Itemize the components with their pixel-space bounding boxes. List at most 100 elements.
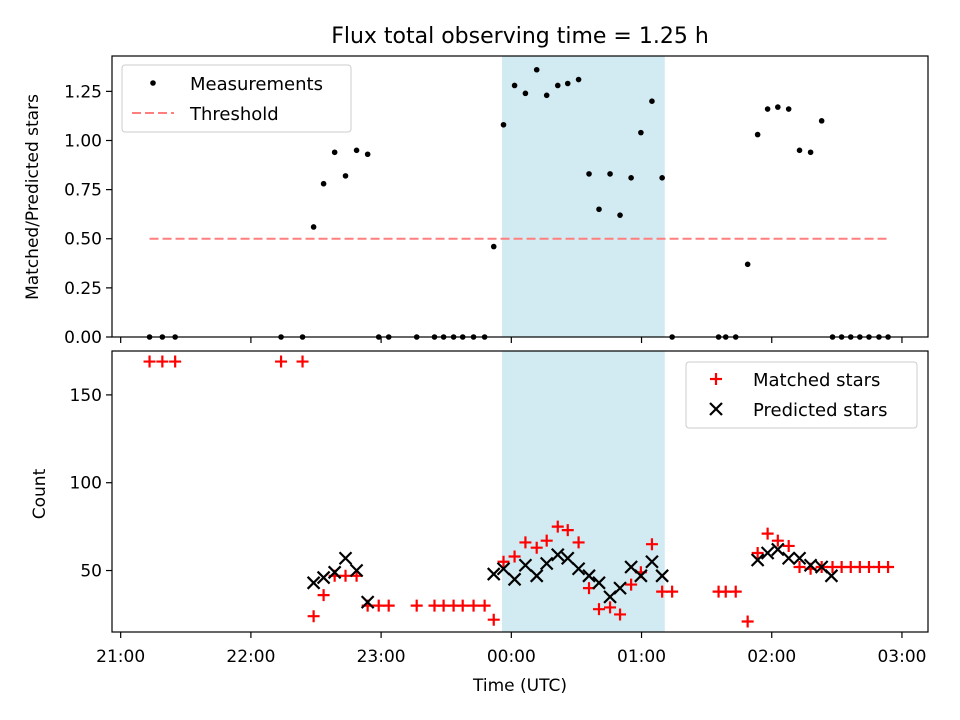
measurement-point <box>575 76 582 83</box>
x-tick-label: 22:00 <box>226 647 275 667</box>
matched-stars-point <box>625 578 638 591</box>
legend-matched-marker <box>710 373 722 385</box>
x-tick-label: 21:00 <box>96 647 145 667</box>
measurement-point <box>342 173 349 179</box>
matched-stars-point <box>143 355 156 368</box>
bottom-panel: 50 100 150 21:00 22:00 23:00 00:00 01:00 02:00 0… <box>30 350 929 667</box>
x-tick-label: 23:00 <box>357 647 406 667</box>
matched-stars-point <box>519 536 532 549</box>
top-shaded-interval <box>501 56 665 337</box>
matched-stars-point <box>497 555 510 568</box>
predicted-stars-point <box>750 553 765 567</box>
top-y-tick-label: 0.00 <box>64 328 102 348</box>
bottom-y-axis-label: Count <box>30 468 50 519</box>
matched-stars-point <box>467 599 480 612</box>
predicted-stars-point <box>571 561 586 576</box>
matched-stars-point <box>741 615 754 628</box>
predicted-stars-point <box>316 570 331 585</box>
measurement-point <box>775 104 781 110</box>
bot-shaded-region <box>501 351 665 632</box>
predicted-stars-point <box>781 551 796 566</box>
predicted-stars-point <box>360 595 375 609</box>
legend-matched-label: Matched stars <box>753 370 880 391</box>
measurement-point <box>543 92 550 99</box>
top-shaded-region <box>501 56 665 337</box>
bottom-y-axis: 50 100 150 <box>70 386 112 582</box>
predicted-stars-point <box>496 561 511 576</box>
predicted-stars-point <box>486 567 501 581</box>
measurement-point <box>586 171 592 177</box>
predicted-stars-point <box>582 569 596 583</box>
top-y-axis-label: Matched/Predicted stars <box>23 94 43 300</box>
predicted-stars-point <box>803 558 818 573</box>
measurement-point <box>796 147 803 154</box>
measurement-point <box>533 66 540 73</box>
legend-predicted-label: Predicted stars <box>753 400 887 421</box>
matched-stars-point <box>604 601 617 614</box>
matched-stars-point <box>307 610 320 623</box>
top-y-axis: 0.00 0.25 0.50 0.75 1.00 1.25 <box>64 82 112 348</box>
measurement-point <box>364 151 371 158</box>
predicted-stars-point <box>518 558 533 573</box>
matched-stars-point <box>339 569 352 582</box>
matched-stars-point <box>169 355 182 368</box>
matched-stars-point <box>551 520 564 533</box>
matched-stars-point <box>592 603 605 616</box>
predicted-stars-point <box>529 569 544 583</box>
predicted-stars-point <box>560 551 575 566</box>
matched-stars-point <box>782 539 795 552</box>
measurement-point <box>785 106 792 112</box>
predicted-stars-point <box>306 576 321 590</box>
x-tick-label: 03:00 <box>877 647 926 667</box>
measurement-point <box>649 98 655 104</box>
x-axis-label: Time (UTC) <box>472 676 567 696</box>
measurement-point <box>310 224 317 230</box>
matched-stars-point <box>382 599 395 612</box>
predicted-stars-point <box>792 551 807 566</box>
matched-stars-point <box>614 608 627 621</box>
matched-stars-point <box>508 550 521 563</box>
predicted-stars-point <box>349 563 364 578</box>
measurement-point <box>596 206 602 213</box>
matched-stars-point <box>530 541 543 554</box>
top-panel: 0.00 0.25 0.50 0.75 1.00 1.25 Matched/Predict… <box>23 55 929 348</box>
bottom-x-axis: 21:00 22:00 23:00 00:00 01:00 02:00 03:00 <box>96 632 926 667</box>
top-y-tick-label: 0.25 <box>64 279 102 299</box>
matched-stars-point <box>540 534 553 547</box>
measurement-point <box>818 118 825 124</box>
legend-predicted-marker <box>709 402 723 416</box>
legend-measurements-marker <box>150 80 156 86</box>
x-tick-label: 00:00 <box>487 647 536 667</box>
x-tick-label: 02:00 <box>747 647 796 667</box>
measurement-point <box>511 82 518 89</box>
top-axes-frame <box>111 55 929 338</box>
legend-measurements-label: Measurements <box>190 74 323 95</box>
matched-stars-point <box>793 561 806 574</box>
bottom-plot-marks <box>143 355 895 628</box>
measurement-point <box>490 243 497 250</box>
top-y-tick-label: 0.50 <box>64 230 102 250</box>
matched-stars-point <box>645 538 658 551</box>
matched-stars-point <box>317 589 330 602</box>
predicted-stars-point <box>539 556 554 571</box>
predicted-stars-point <box>634 569 648 583</box>
measurement-point <box>320 180 327 187</box>
measurement-point <box>522 90 529 97</box>
measurement-point <box>764 106 771 112</box>
predicted-stars-point <box>771 542 785 557</box>
predicted-stars-point <box>327 565 342 580</box>
measurement-point <box>754 131 761 138</box>
bottom-legend: Matched stars Predicted stars <box>685 361 918 429</box>
measurement-point <box>331 149 338 156</box>
predicted-stars-point <box>507 572 522 587</box>
measurement-point <box>353 147 360 154</box>
predicted-stars-point <box>760 546 775 560</box>
matched-stars-point <box>478 599 491 612</box>
bottom-legend-box <box>685 361 918 429</box>
predicted-stars-point <box>338 551 353 566</box>
measurement-point <box>628 175 634 181</box>
measurement-point <box>744 261 751 268</box>
measurement-point <box>659 175 665 181</box>
x-tick-label: 01:00 <box>617 647 666 667</box>
